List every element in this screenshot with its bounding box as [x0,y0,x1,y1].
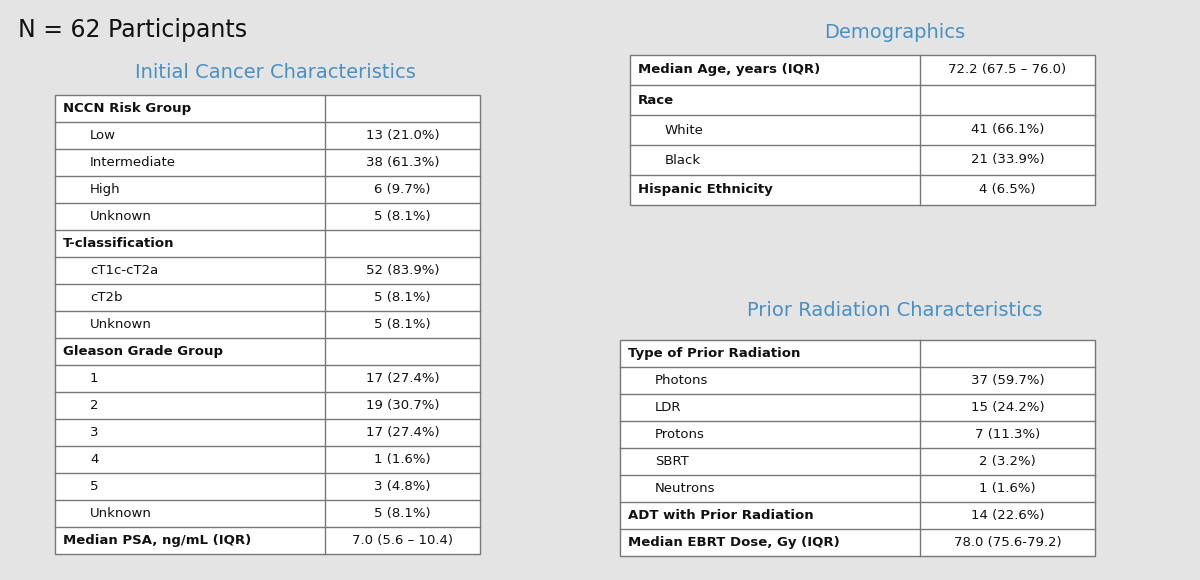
Text: 5: 5 [90,480,98,493]
Text: 41 (66.1%): 41 (66.1%) [971,124,1044,136]
Text: High: High [90,183,121,196]
Text: Demographics: Demographics [824,23,966,42]
Text: 1 (1.6%): 1 (1.6%) [979,482,1036,495]
Text: 5 (8.1%): 5 (8.1%) [374,291,431,304]
Text: Hispanic Ethnicity: Hispanic Ethnicity [638,183,773,197]
Text: 72.2 (67.5 – 76.0): 72.2 (67.5 – 76.0) [948,63,1067,77]
Text: 5 (8.1%): 5 (8.1%) [374,210,431,223]
Text: Median Age, years (IQR): Median Age, years (IQR) [638,63,821,77]
Text: 6 (9.7%): 6 (9.7%) [374,183,431,196]
Text: 5 (8.1%): 5 (8.1%) [374,318,431,331]
Text: 14 (22.6%): 14 (22.6%) [971,509,1044,522]
Text: N = 62 Participants: N = 62 Participants [18,18,247,42]
Text: 52 (83.9%): 52 (83.9%) [366,264,439,277]
Text: Photons: Photons [655,374,708,387]
Text: 3: 3 [90,426,98,439]
Text: Intermediate: Intermediate [90,156,176,169]
Text: Race: Race [638,93,674,107]
Text: 17 (27.4%): 17 (27.4%) [366,426,439,439]
Text: ADT with Prior Radiation: ADT with Prior Radiation [628,509,814,522]
Bar [630,55,1096,205]
Text: 21 (33.9%): 21 (33.9%) [971,154,1044,166]
Text: Median EBRT Dose, Gy (IQR): Median EBRT Dose, Gy (IQR) [628,536,840,549]
Text: Unknown: Unknown [90,318,152,331]
Text: Unknown: Unknown [90,507,152,520]
Text: White: White [665,124,704,136]
Text: 1 (1.6%): 1 (1.6%) [374,453,431,466]
Text: Type of Prior Radiation: Type of Prior Radiation [628,347,800,360]
Text: Low: Low [90,129,116,142]
Text: 7 (11.3%): 7 (11.3%) [974,428,1040,441]
Text: 2 (3.2%): 2 (3.2%) [979,455,1036,468]
Text: T-classification: T-classification [64,237,174,250]
Text: 3 (4.8%): 3 (4.8%) [374,480,431,493]
Text: 4 (6.5%): 4 (6.5%) [979,183,1036,197]
Text: SBRT: SBRT [655,455,689,468]
Text: LDR: LDR [655,401,682,414]
Text: 15 (24.2%): 15 (24.2%) [971,401,1044,414]
Text: Black: Black [665,154,701,166]
Text: Initial Cancer Characteristics: Initial Cancer Characteristics [134,63,415,82]
Text: Gleason Grade Group: Gleason Grade Group [64,345,223,358]
Text: 17 (27.4%): 17 (27.4%) [366,372,439,385]
Text: 37 (59.7%): 37 (59.7%) [971,374,1044,387]
Text: Median PSA, ng/mL (IQR): Median PSA, ng/mL (IQR) [64,534,251,547]
Text: Neutrons: Neutrons [655,482,715,495]
Text: Protons: Protons [655,428,704,441]
Text: 13 (21.0%): 13 (21.0%) [366,129,439,142]
Bar [55,95,480,554]
Text: Prior Radiation Characteristics: Prior Radiation Characteristics [748,300,1043,320]
Bar [620,340,1096,556]
Text: cT2b: cT2b [90,291,122,304]
Text: 78.0 (75.6-79.2): 78.0 (75.6-79.2) [954,536,1061,549]
Text: cT1c-cT2a: cT1c-cT2a [90,264,158,277]
Text: 1: 1 [90,372,98,385]
Text: 38 (61.3%): 38 (61.3%) [366,156,439,169]
Text: 19 (30.7%): 19 (30.7%) [366,399,439,412]
Text: NCCN Risk Group: NCCN Risk Group [64,102,191,115]
Text: 4: 4 [90,453,98,466]
Text: 7.0 (5.6 – 10.4): 7.0 (5.6 – 10.4) [352,534,454,547]
Text: Unknown: Unknown [90,210,152,223]
Text: 2: 2 [90,399,98,412]
Text: 5 (8.1%): 5 (8.1%) [374,507,431,520]
